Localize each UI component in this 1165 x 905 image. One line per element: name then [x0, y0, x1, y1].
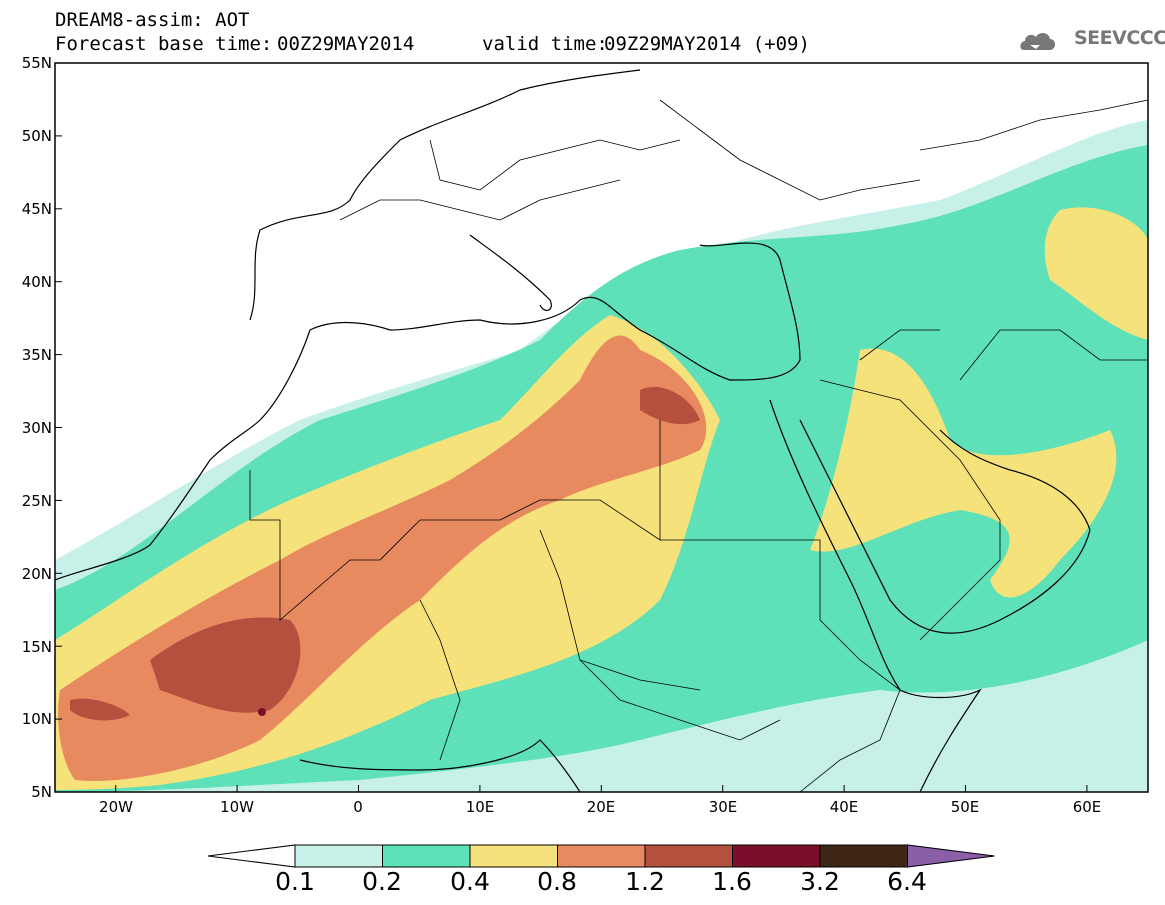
lon-label: 10W [220, 798, 254, 816]
aot-band-0.4-east [810, 348, 1117, 598]
coastline-red-sea [769, 399, 901, 691]
lon-label: 30E [708, 798, 738, 816]
lon-label: 60E [1072, 798, 1102, 816]
lat-label: 35N [21, 346, 52, 364]
lat-label: 55N [21, 54, 52, 72]
border-europe-2 [429, 139, 681, 191]
aot-band-0.4-caspian [1044, 207, 1148, 340]
coastline-italy [469, 234, 552, 312]
border-central-africa [579, 659, 781, 741]
valid-time-value: 09Z29MAY2014 (+09) [604, 33, 810, 55]
coastline-horn [899, 688, 982, 792]
lat-label: 20N [21, 565, 52, 583]
border-eastern-europe [659, 99, 921, 201]
coastline-europe [249, 69, 641, 321]
border-kazakhstan [919, 99, 1148, 151]
forecast-base-label: Forecast base time: [55, 33, 273, 55]
lat-label: 30N [21, 419, 52, 437]
border-iran [959, 329, 1148, 381]
colorbar-label: 0.4 [450, 867, 490, 896]
lat-label: 10N [21, 710, 52, 728]
border-europe-1 [339, 179, 621, 221]
colorbar-label: 0.1 [275, 867, 315, 896]
map-title: DREAM8-assim: AOT [55, 9, 250, 31]
border-saudi [819, 379, 1001, 641]
cloud-icon [1020, 33, 1056, 50]
lat-label: 5N [31, 783, 52, 801]
aot-band-1.2-west [70, 698, 130, 721]
lat-label: 45N [21, 200, 52, 218]
border-iraq [859, 329, 940, 361]
colorbar-label: 3.2 [800, 867, 840, 896]
coastline-west-africa [55, 242, 801, 581]
border-ethiopia [799, 619, 901, 792]
border-sudan [660, 539, 821, 620]
lat-label: 25N [21, 492, 52, 510]
border-nigeria [419, 599, 461, 761]
valid-time-label: valid time: [482, 33, 608, 55]
border-mali [249, 470, 421, 621]
colorbar-label: 0.8 [537, 867, 577, 896]
lon-label: 10E [465, 798, 495, 816]
lon-label: 50E [950, 798, 980, 816]
colorbar-label: 1.6 [712, 867, 752, 896]
colorbar-label: 0.2 [362, 867, 402, 896]
lon-label: 40E [829, 798, 859, 816]
aot-band-1.6 [258, 708, 266, 716]
logo-text: SEEVCCC [1074, 27, 1165, 49]
lat-label: 40N [21, 273, 52, 291]
aot-band-1.2 [150, 617, 301, 713]
forecast-base-value: 00Z29MAY2014 [277, 33, 415, 55]
coastline-arabia [799, 419, 1091, 634]
lat-label: 50N [21, 127, 52, 145]
aot-band-1.2-libya [640, 386, 700, 425]
colorbar-label: 1.2 [625, 867, 665, 896]
border-algeria-niger [420, 420, 661, 541]
lon-label: 0 [353, 798, 363, 816]
lon-label: 20E [586, 798, 616, 816]
lat-label: 15N [21, 638, 52, 656]
lon-label: 20W [99, 798, 133, 816]
colorbar-label: 6.4 [887, 867, 927, 896]
coastline-gulf-guinea [299, 739, 581, 792]
